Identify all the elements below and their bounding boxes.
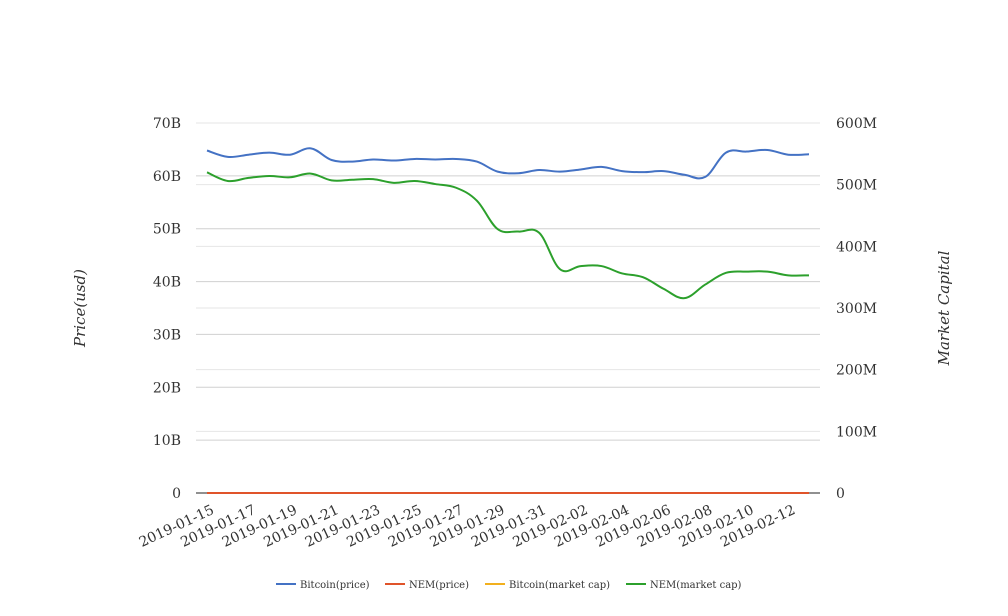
legend-label-nem-market-cap: NEM(market cap) bbox=[650, 580, 742, 591]
left-tick-label: 20B bbox=[153, 380, 181, 396]
legend: Bitcoin(price) NEM(price) Bitcoin(market c… bbox=[276, 580, 742, 591]
left-tick-label: 70B bbox=[153, 116, 181, 132]
left-tick-label: 0 bbox=[172, 486, 181, 502]
right-tick-label: 0 bbox=[836, 486, 845, 502]
right-tick-label: 300M bbox=[836, 301, 877, 317]
bitcoin-price-line bbox=[206, 147, 810, 180]
left-tick-label: 50B bbox=[153, 222, 181, 238]
x-axis-ticks: 2019-01-152019-01-172019-01-192019-01-21… bbox=[137, 502, 798, 551]
left-axis-ticks: 0 10B 20B 30B 40B 50B 60B 70B bbox=[153, 116, 181, 502]
right-tick-label: 400M bbox=[836, 239, 877, 255]
nem-market-cap-line bbox=[206, 171, 810, 300]
left-axis-title: Price(usd) bbox=[71, 269, 89, 348]
right-axis-title: Market Capital bbox=[935, 250, 953, 366]
left-tick-label: 40B bbox=[153, 275, 181, 291]
right-tick-label: 600M bbox=[836, 116, 877, 132]
grid-lines bbox=[196, 122, 820, 441]
right-tick-label: 500M bbox=[836, 178, 877, 194]
right-tick-label: 200M bbox=[836, 363, 877, 379]
right-axis-ticks: 0 100M 200M 300M 400M 500M 600M bbox=[836, 116, 877, 502]
right-tick-label: 100M bbox=[836, 424, 877, 440]
left-tick-label: 30B bbox=[153, 327, 181, 343]
legend-label-nem-price: NEM(price) bbox=[409, 580, 469, 591]
series-layer bbox=[206, 147, 810, 495]
left-tick-label: 10B bbox=[153, 433, 181, 449]
legend-label-bitcoin-market-cap: Bitcoin(market cap) bbox=[509, 580, 610, 591]
left-tick-label: 60B bbox=[153, 169, 181, 185]
legend-label-bitcoin-price: Bitcoin(price) bbox=[300, 580, 370, 591]
